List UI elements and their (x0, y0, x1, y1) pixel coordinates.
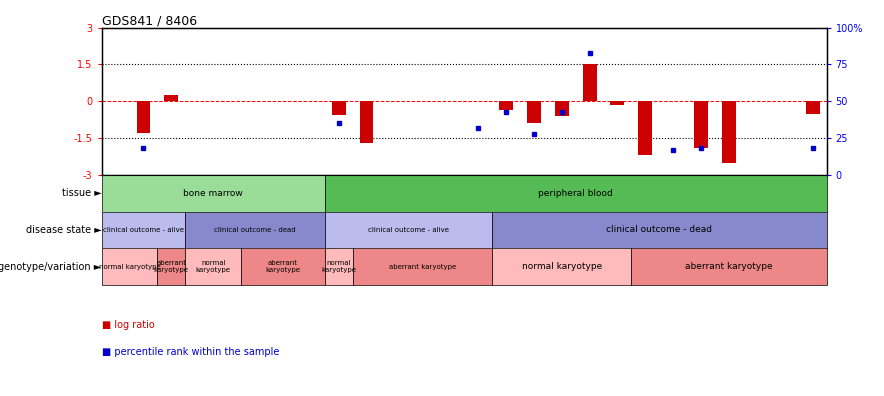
Bar (694, 101, 708, 148)
Text: GDS841 / 8406: GDS841 / 8406 (102, 15, 197, 28)
Text: aberrant karyotype: aberrant karyotype (389, 264, 456, 270)
Bar (324, 211, 492, 248)
Text: normal karyotype: normal karyotype (99, 264, 160, 270)
Text: ■ log ratio: ■ log ratio (102, 320, 155, 330)
Bar (324, 175, 827, 211)
Bar (164, 95, 179, 101)
Bar (499, 101, 513, 110)
Bar (360, 101, 374, 143)
Bar (492, 248, 631, 285)
Text: normal
karyotype: normal karyotype (321, 261, 356, 273)
Text: clinical outcome - dead: clinical outcome - dead (214, 227, 296, 233)
Bar (332, 101, 346, 115)
Text: aberrant karyotype: aberrant karyotype (685, 262, 773, 271)
Bar (611, 101, 624, 105)
Bar (631, 248, 827, 285)
Text: ■ percentile rank within the sample: ■ percentile rank within the sample (102, 347, 279, 358)
Text: tissue ►: tissue ► (62, 188, 102, 198)
Bar (555, 101, 568, 116)
Text: disease state ►: disease state ► (26, 225, 102, 235)
Bar (527, 101, 541, 123)
Text: peripheral blood: peripheral blood (538, 188, 613, 198)
Bar (136, 101, 150, 133)
Text: genotype/variation ►: genotype/variation ► (0, 262, 102, 272)
Bar (157, 248, 186, 285)
Text: bone marrow: bone marrow (183, 188, 243, 198)
Bar (805, 101, 819, 114)
Bar (492, 211, 827, 248)
Bar (583, 65, 597, 101)
Bar (102, 175, 324, 211)
Text: normal karyotype: normal karyotype (522, 262, 602, 271)
Bar (102, 248, 157, 285)
Bar (186, 211, 324, 248)
Bar (353, 248, 492, 285)
Bar (241, 248, 324, 285)
Bar (638, 101, 652, 155)
Bar (324, 248, 353, 285)
Text: normal
karyotype: normal karyotype (195, 261, 231, 273)
Text: clinical outcome - alive: clinical outcome - alive (368, 227, 449, 233)
Bar (102, 211, 186, 248)
Text: clinical outcome - dead: clinical outcome - dead (606, 225, 713, 234)
Text: aberrant
karyotype: aberrant karyotype (154, 261, 189, 273)
Text: aberrant
karyotype: aberrant karyotype (265, 261, 301, 273)
Text: clinical outcome - alive: clinical outcome - alive (103, 227, 184, 233)
Bar (186, 248, 241, 285)
Bar (722, 101, 736, 162)
